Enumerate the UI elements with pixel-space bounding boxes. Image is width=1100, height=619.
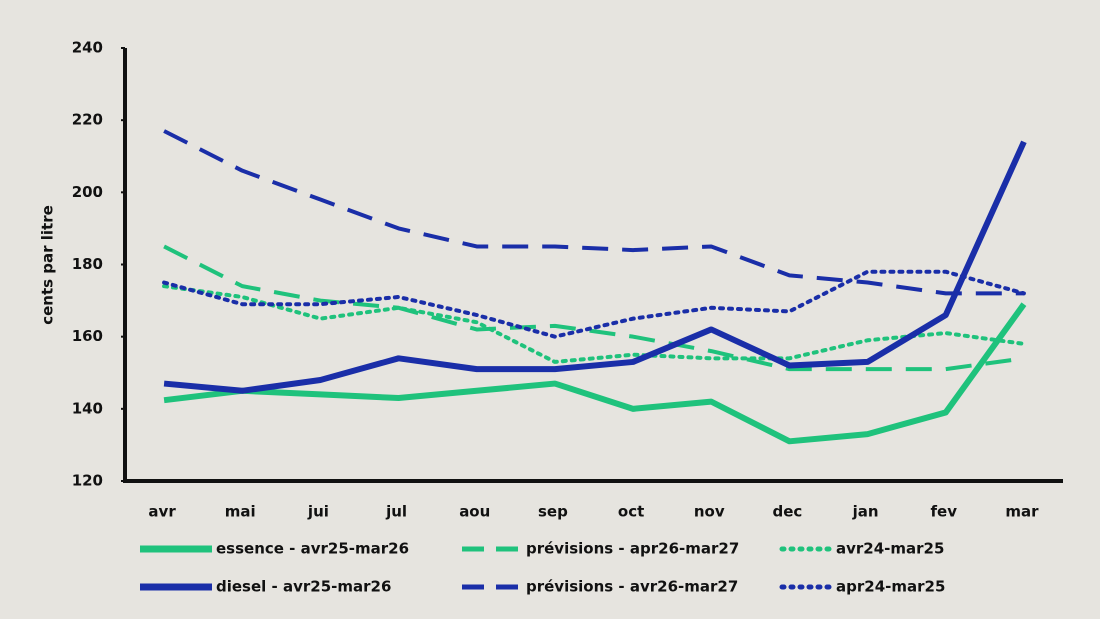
x-tick-label: mar	[1005, 503, 1039, 521]
x-tick-label: nov	[694, 503, 725, 521]
series-line	[163, 302, 1027, 445]
legend-label: prévisions - apr26-mar27	[526, 540, 739, 558]
y-tick-label: 140	[72, 399, 103, 417]
x-tick-label: aou	[459, 503, 490, 521]
series-line	[163, 140, 1027, 394]
x-tick-label: avr	[148, 503, 176, 521]
x-tick-label: jan	[852, 503, 879, 521]
y-tick-label: 160	[72, 327, 103, 345]
x-tick-label: dec	[773, 503, 803, 521]
series-line	[163, 244, 1025, 372]
legend-label: essence - avr25-mar26	[216, 540, 409, 558]
y-tick-label: 180	[72, 255, 103, 273]
legend-label: avr24-mar25	[836, 540, 944, 558]
series-line	[163, 129, 1024, 296]
legend-label: diesel - avr25-mar26	[216, 578, 391, 596]
x-tick-label: fev	[931, 503, 958, 521]
legend-label: apr24-mar25	[836, 578, 945, 596]
x-tick-label: sep	[538, 503, 568, 521]
y-tick-label: 240	[72, 39, 103, 57]
x-tick-label: oct	[618, 503, 644, 521]
series-line	[162, 269, 1026, 339]
y-tick-label: 220	[72, 111, 103, 129]
series-line	[162, 284, 1026, 364]
x-tick-label: mai	[225, 503, 256, 521]
y-tick-label: 200	[72, 183, 103, 201]
x-tick-label: jui	[307, 503, 329, 521]
legend-label: prévisions - avr26-mar27	[526, 578, 738, 596]
y-axis-label: cents par litre	[39, 205, 57, 325]
x-tick-label: jul	[385, 503, 407, 521]
y-tick-label: 120	[72, 472, 103, 490]
